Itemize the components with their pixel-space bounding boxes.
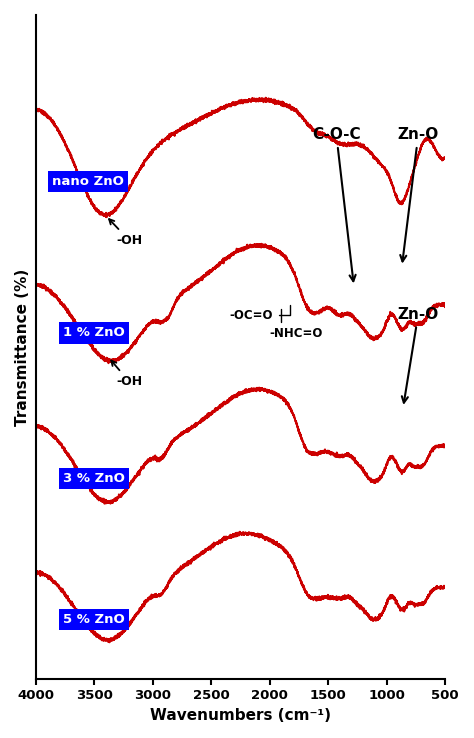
Text: 1 % ZnO: 1 % ZnO xyxy=(63,326,125,339)
Y-axis label: Transmittance (%): Transmittance (%) xyxy=(15,269,30,426)
Text: nano ZnO: nano ZnO xyxy=(52,175,124,188)
Text: C-O-C: C-O-C xyxy=(312,128,361,281)
Text: -OH: -OH xyxy=(109,219,142,247)
X-axis label: Wavenumbers (cm⁻¹): Wavenumbers (cm⁻¹) xyxy=(150,708,331,723)
Text: -OC=O: -OC=O xyxy=(229,305,290,322)
Text: Zn-O: Zn-O xyxy=(398,128,439,261)
Text: -NHC=O: -NHC=O xyxy=(270,308,323,340)
Text: 3 % ZnO: 3 % ZnO xyxy=(63,472,125,485)
Text: Zn-O: Zn-O xyxy=(398,307,439,403)
Text: 5 % ZnO: 5 % ZnO xyxy=(63,613,125,626)
Text: -OH: -OH xyxy=(111,361,142,388)
